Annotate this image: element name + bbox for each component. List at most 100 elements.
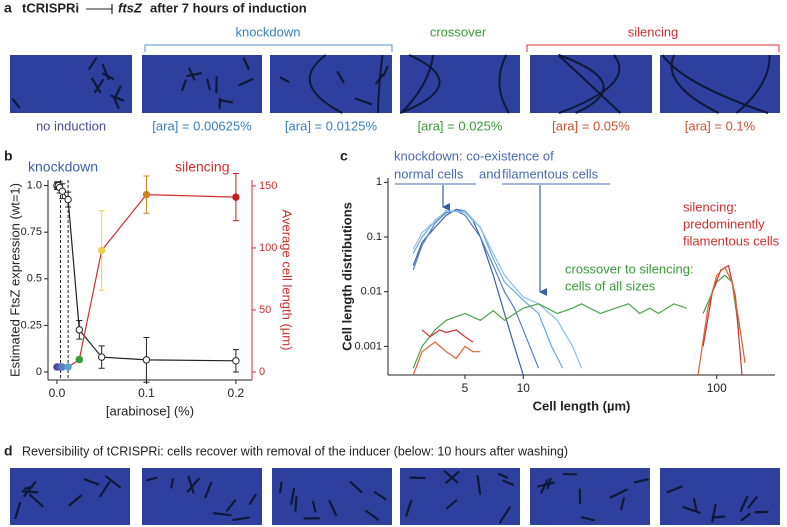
point <box>142 190 151 199</box>
cell <box>279 76 290 83</box>
panel-text: Reversibility of tCRISPRi: cells recover… <box>22 444 568 458</box>
micrograph <box>142 468 262 525</box>
cell <box>747 496 758 509</box>
cell <box>311 500 317 513</box>
cell <box>113 96 120 110</box>
cell <box>186 72 203 77</box>
cell <box>633 478 649 484</box>
cell <box>204 481 213 499</box>
filament <box>376 54 384 114</box>
cell <box>21 490 39 494</box>
series-line <box>412 210 540 369</box>
cell <box>188 67 196 81</box>
cell <box>365 509 380 521</box>
group-label: knockdown <box>235 24 300 39</box>
cell <box>248 493 257 506</box>
filament <box>308 54 343 114</box>
cell <box>104 475 121 489</box>
filament <box>735 54 771 114</box>
y2-tick-label: 50 <box>259 304 271 316</box>
y-tick-label: 0.001 <box>354 340 382 352</box>
caption: [ara] = 0.00625% <box>152 118 252 133</box>
cell <box>23 480 37 497</box>
cell <box>83 478 100 486</box>
cell <box>113 85 122 100</box>
x-tick-label: 0.0 <box>49 386 66 400</box>
point <box>75 326 84 334</box>
x-tick-label: 100 <box>707 381 727 395</box>
y-axis-label: Cell length distributions <box>339 202 354 351</box>
cell <box>540 479 549 494</box>
cell <box>88 57 98 70</box>
annotation: knockdown <box>28 159 98 175</box>
cell <box>692 497 698 512</box>
point <box>142 356 151 364</box>
annotation: and <box>479 166 501 181</box>
annotation: predominently <box>683 216 765 231</box>
micrograph <box>530 55 652 113</box>
annotation: normal cells <box>394 166 464 181</box>
x-axis-label: [arabinose] (%) <box>106 403 194 418</box>
point <box>64 195 72 204</box>
group-label: crossover <box>430 24 487 39</box>
cell <box>443 470 459 484</box>
group-label: silencing <box>628 24 679 39</box>
x-tick-label: 5 <box>462 381 469 395</box>
series-line <box>412 341 481 376</box>
micrograph <box>660 55 780 113</box>
micrograph <box>10 55 132 113</box>
y-tick-label: 1.0 <box>27 179 42 191</box>
cell <box>279 481 283 494</box>
panel-label: b <box>4 148 13 164</box>
series-line <box>702 264 743 376</box>
cell <box>580 516 595 522</box>
micrograph <box>270 55 392 113</box>
cell <box>476 474 482 495</box>
cell <box>94 78 105 94</box>
cell <box>373 491 387 501</box>
cell <box>220 99 234 104</box>
cell <box>99 481 111 498</box>
x-axis-label: Cell length (µm) <box>533 398 631 413</box>
cell <box>68 494 83 507</box>
y-tick-label: 0.5 <box>27 273 42 285</box>
cell <box>225 499 237 512</box>
cell <box>102 72 115 80</box>
cell <box>11 98 21 109</box>
point <box>58 187 67 195</box>
point <box>75 355 84 364</box>
cell <box>405 499 413 517</box>
annotation: knockdown: co-existence of <box>394 148 554 163</box>
x-tick-label: 10 <box>517 381 531 395</box>
cell <box>187 475 195 494</box>
point <box>232 357 240 365</box>
filament <box>400 54 435 114</box>
filament <box>558 54 621 114</box>
filament <box>670 54 720 114</box>
cell <box>620 497 625 511</box>
panel-label: c <box>340 148 348 164</box>
cell <box>170 478 175 489</box>
cell <box>666 485 683 494</box>
cell <box>110 94 125 102</box>
cell <box>382 65 389 77</box>
y-tick-label: 0.1 <box>367 231 382 243</box>
cell <box>206 78 211 91</box>
micrograph <box>10 468 130 525</box>
x-tick-label: 0.1 <box>138 386 155 400</box>
filament <box>557 54 622 114</box>
title-prefix: tCRISPRi <box>22 0 79 15</box>
caption: [ara] = 0.025% <box>418 118 503 133</box>
y-tick-label: 1 <box>376 176 382 188</box>
point <box>97 246 106 255</box>
y-tick-label: 0 <box>36 366 42 378</box>
panel-label: a <box>4 0 12 16</box>
series-line <box>412 210 583 369</box>
filament <box>399 54 441 114</box>
filament <box>661 54 769 114</box>
cell <box>14 501 22 520</box>
point <box>232 193 240 201</box>
y2-axis-label: Average cell length (µm) <box>280 210 295 351</box>
micrograph <box>660 468 780 525</box>
micrograph <box>400 468 520 525</box>
